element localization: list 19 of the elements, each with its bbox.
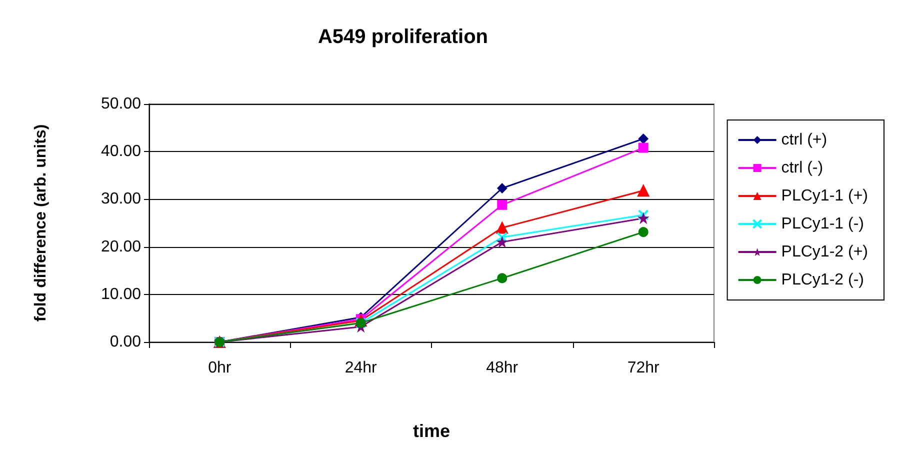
y-tick-label: 0.00 bbox=[110, 334, 142, 350]
y-tick-label: 40.00 bbox=[100, 143, 142, 160]
y-tick-label: 30.00 bbox=[100, 190, 142, 208]
x-tick-label: 0hr bbox=[208, 360, 232, 376]
y-axis-title: fold difference (arb. units) bbox=[32, 124, 50, 322]
x-axis-title: time bbox=[412, 421, 450, 441]
legend-label: PLCy1-1 (-) bbox=[781, 216, 864, 232]
legend-label: ctrl (+) bbox=[781, 132, 828, 148]
legend-label: PLCy1-2 (+) bbox=[781, 244, 868, 260]
y-tick-label: 50.00 bbox=[100, 96, 142, 112]
y-tick-label: 10.00 bbox=[100, 286, 142, 303]
x-tick-label: 72hr bbox=[627, 360, 660, 376]
legend-label: PLCy1-2 (-) bbox=[781, 272, 864, 288]
y-tick-label: 20.00 bbox=[100, 238, 142, 256]
legend-label: ctrl (-) bbox=[781, 160, 824, 176]
x-tick-label: 24hr bbox=[344, 360, 378, 376]
legend-label: PLCy1-1 (+) bbox=[781, 188, 868, 204]
x-tick-label: 48hr bbox=[486, 360, 519, 376]
chart-title: A549 proliferation bbox=[318, 26, 488, 48]
